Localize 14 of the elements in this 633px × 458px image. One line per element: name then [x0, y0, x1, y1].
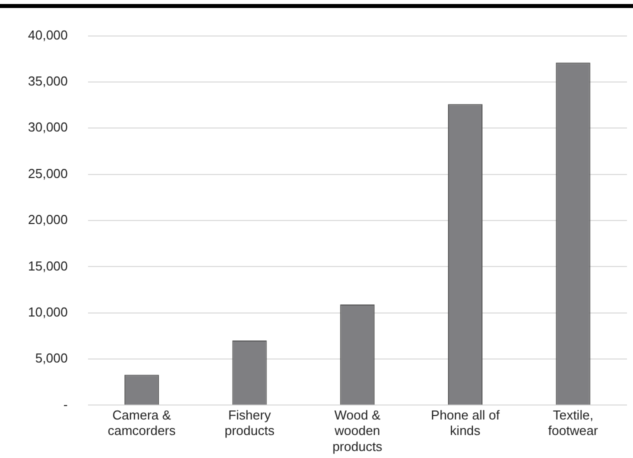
x-tick-label: Camera & camcorders [108, 408, 176, 438]
x-tick-label: Textile, footwear [548, 408, 599, 438]
x-tick-label: Phone all of kinds [430, 408, 500, 438]
y-tick-label: 35,000 [28, 74, 68, 89]
y-tick-label: 25,000 [28, 166, 68, 181]
x-tick-label: Wood & wooden products [332, 408, 383, 454]
y-tick-label: - [63, 396, 68, 412]
y-tick-label: 30,000 [28, 120, 68, 135]
y-tick-label: 20,000 [28, 212, 68, 228]
y-tick-label: 10,000 [28, 304, 68, 320]
y-tick-label: 5,000 [35, 350, 68, 366]
y-tick-label: 15,000 [28, 258, 68, 274]
x-tick-label: Fishery products [224, 408, 275, 438]
y-tick-label: 40,000 [28, 27, 68, 42]
